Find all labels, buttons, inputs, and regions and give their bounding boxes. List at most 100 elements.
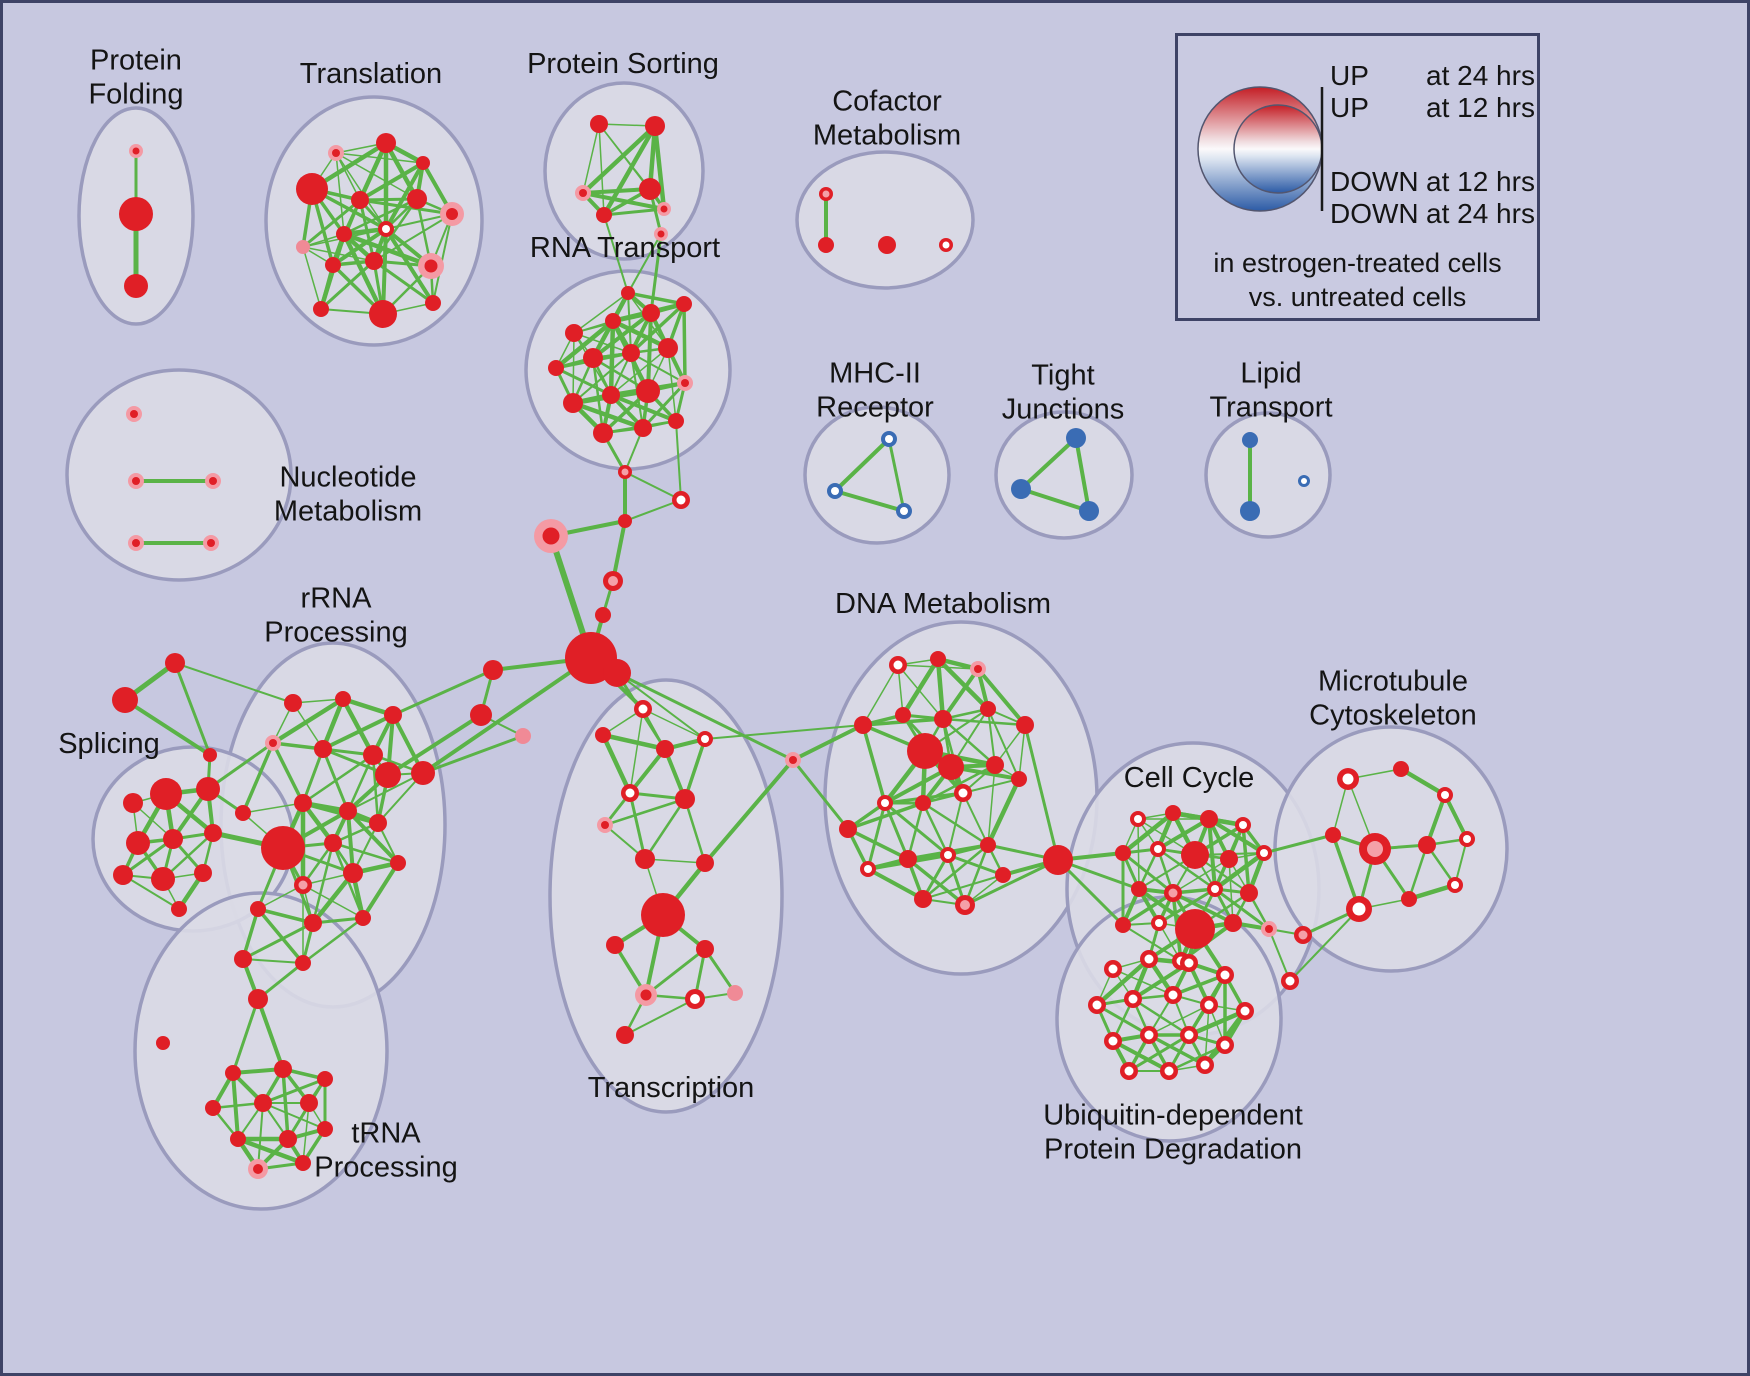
network-edge [987,708,1020,780]
network-node [1401,891,1417,907]
network-edge [935,656,946,722]
network-node [658,338,678,358]
network-edge [600,732,633,796]
network-node [593,423,613,443]
network-edge [256,997,285,1071]
network-edge [361,861,400,920]
network-node [645,116,665,136]
network-edge [866,801,887,871]
network-node [548,360,564,376]
network-node [296,240,310,254]
network-edge [572,352,632,404]
network-node [914,890,932,908]
network-edge [963,843,990,907]
network-node [411,761,435,785]
network-node-core [298,880,308,890]
network-edge [346,753,375,813]
network-node-core [831,487,839,495]
network-edge [384,161,425,231]
network-edge [598,123,605,216]
legend-box: UP at 24 hrs UP at 12 hrs DOWN at 12 hrs… [1175,33,1540,321]
network-node [563,393,583,413]
network-edge [242,802,304,814]
network-node-core [209,477,217,485]
network-node-core [424,259,438,273]
network-node [621,286,635,300]
network-node [995,867,1011,883]
network-edge [1023,723,1060,862]
network-edge [947,792,964,856]
network-edge [1407,843,1429,901]
network-node-core [132,539,140,547]
network-node [907,733,943,769]
network-node [606,936,624,954]
network-node [300,1094,318,1112]
network-edge [626,291,686,306]
network-node [163,829,183,849]
network-node [230,1131,246,1147]
network-edge [846,827,910,861]
network-node [603,659,631,687]
network-node [899,850,917,868]
network-node [642,304,660,322]
network-edge [1137,818,1140,890]
legend-row-up-24: UP at 24 hrs [1178,60,1537,92]
network-node-core [446,208,458,220]
network-node-core [1154,845,1162,853]
network-node-core [944,851,952,859]
network-node-core [864,865,872,873]
network-node [583,348,603,368]
network-node [934,710,952,728]
network-edge [1127,1033,1191,1073]
network-node [295,955,311,971]
network-node [204,824,222,842]
network-node [1131,881,1147,897]
legend-time-label: at 12 hrs [1426,166,1535,197]
network-edge [1147,1033,1207,1067]
network-node [369,300,397,328]
network-edge [652,123,667,212]
network-edge [271,741,305,805]
legend-caption-line2: vs. untreated cells [1248,282,1467,312]
network-node [325,257,341,273]
network-edge [1121,891,1175,927]
network-node [261,826,305,870]
network-node [284,694,302,712]
up-down-scale-icon [1197,86,1324,212]
network-edge [629,708,644,794]
network-edge [331,841,400,865]
network-edge [241,741,275,815]
network-node-core [1239,821,1247,829]
legend-time-label: at 24 hrs [1426,60,1535,91]
network-node-core [621,468,629,476]
network-edge [572,332,575,404]
network-node [124,274,148,298]
network-node-core [1220,1040,1230,1050]
network-edge [628,791,647,861]
network-node [339,802,357,820]
network-node [343,863,363,883]
network-edge [641,381,687,430]
network-edge [987,708,996,766]
network-canvas [65,81,1509,1211]
network-node-core [253,1164,263,1174]
network-node [668,413,684,429]
network-node-core [132,477,140,485]
network-edge [1148,1004,1210,1036]
network-node [839,820,857,838]
network-edge [861,723,887,805]
network-node [565,324,583,342]
network-edge [987,764,996,846]
network-edge [310,870,356,926]
network-node-core [269,739,277,747]
network-edge [1157,887,1217,925]
network-node-core [1301,478,1307,484]
network-edge [935,656,991,712]
network-edge [321,713,395,751]
network-edge [946,853,1005,877]
network-edge [862,664,899,726]
network-node [595,607,611,623]
network-edge [962,792,989,846]
network-node-core [1342,773,1354,785]
